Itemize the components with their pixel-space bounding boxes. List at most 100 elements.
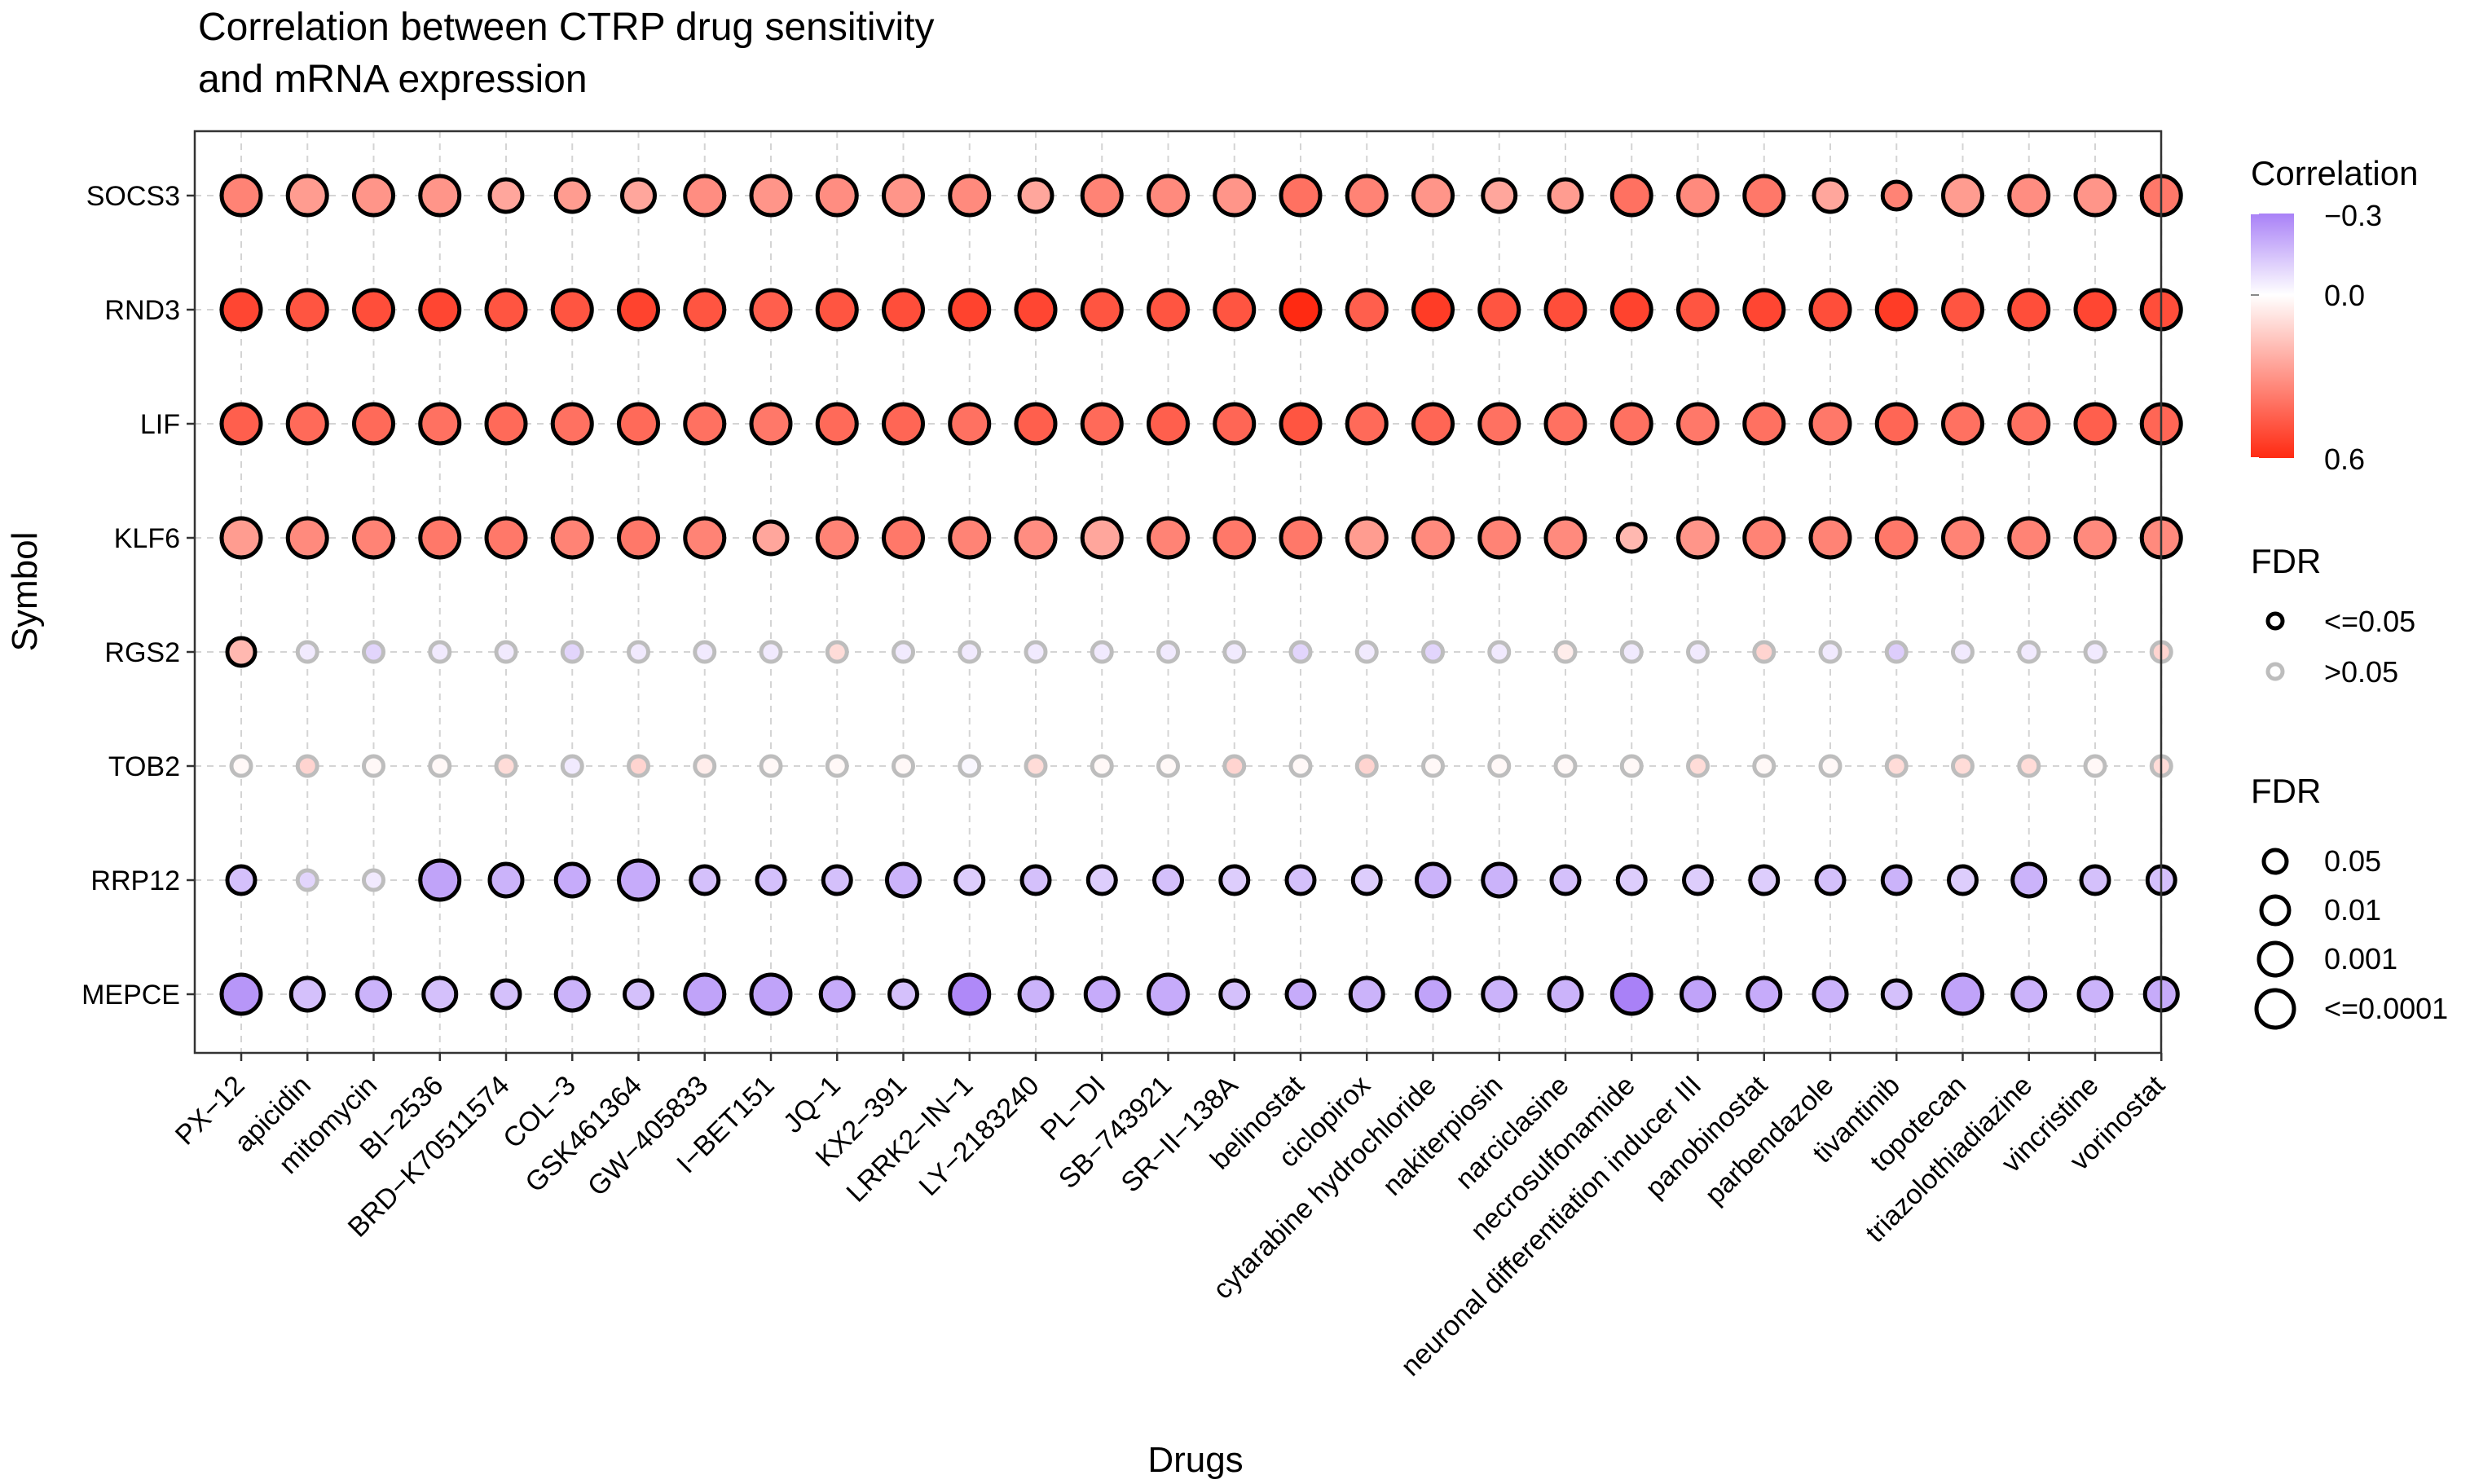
point-rrp12-jq-1 (821, 864, 853, 896)
point-rgs2-pl-di (1090, 640, 1114, 664)
point-socs3-cytarabine-hydrochloride (1411, 174, 1455, 218)
point-socs3-i-bet151 (749, 174, 793, 218)
point-mepce-px-12 (219, 972, 263, 1016)
point-mepce-neuronal-differentiation-inducer-iii (1680, 975, 1716, 1013)
point-tob2-px-12 (229, 754, 253, 778)
point-lif-mitomycin (352, 402, 395, 446)
point-socs3-ly-2183240 (1017, 177, 1054, 214)
y-tick-label-mepce: MEPCE (81, 980, 180, 1011)
plot-panel-border (193, 130, 2163, 1055)
point-rgs2-brd-k70511574 (494, 640, 518, 664)
point-rrp12-brd-k70511574 (487, 861, 525, 899)
point-rrp12-triazolothiadiazine (2010, 861, 2048, 899)
point-mepce-sb-743921 (1147, 972, 1190, 1016)
legend-size-key-1 (2261, 848, 2289, 875)
point-socs3-pl-di (1080, 174, 1124, 218)
correlation-legend: Correlation −0.3 0.0 0.6 (2251, 154, 2418, 476)
point-rrp12-bi-2536 (418, 858, 462, 902)
point-mepce-brd-k70511574 (490, 978, 522, 1011)
point-klf6-triazolothiadiazine (2007, 516, 2051, 560)
point-mepce-kx2-391 (887, 978, 919, 1011)
legend-size-key-4 (2254, 988, 2296, 1030)
point-rgs2-mitomycin (362, 640, 385, 664)
point-tob2-i-bet151 (759, 754, 783, 778)
point-rgs2-lrrk2-in-1 (958, 640, 982, 664)
point-mepce-i-bet151 (749, 972, 793, 1016)
point-lif-lrrk2-in-1 (948, 402, 992, 446)
point-mepce-apicidin (288, 975, 326, 1013)
point-klf6-px-12 (219, 516, 263, 560)
point-socs3-vincristine (2073, 174, 2117, 218)
point-mepce-pl-di (1083, 975, 1121, 1013)
point-lif-ly-2183240 (1014, 402, 1058, 446)
fdr-size-legend: FDR 0.05 0.01 0.001 <=0.0001 (2251, 772, 2448, 1030)
point-socs3-col-3 (553, 177, 591, 214)
point-mepce-col-3 (553, 975, 591, 1013)
point-rnd3-panobinostat (1742, 288, 1786, 332)
data-points (219, 174, 2183, 1016)
point-socs3-topotecan (1941, 174, 1984, 218)
point-klf6-mitomycin (352, 516, 395, 560)
point-socs3-sr-ii-138a (1213, 174, 1257, 218)
point-klf6-necrosulfonamide (1615, 522, 1648, 554)
point-klf6-pl-di (1080, 516, 1124, 560)
point-socs3-belinostat (1279, 174, 1323, 218)
point-mepce-nakiterpiosin (1481, 975, 1518, 1013)
legend-sig-label: <=0.05 (2324, 605, 2415, 638)
point-lif-kx2-391 (882, 402, 925, 446)
point-tob2-neuronal-differentiation-inducer-iii (1686, 754, 1710, 778)
point-klf6-sb-743921 (1147, 516, 1190, 560)
point-rgs2-triazolothiadiazine (2017, 640, 2041, 664)
point-rnd3-neuronal-differentiation-inducer-iii (1676, 288, 1719, 332)
point-rnd3-sb-743921 (1147, 288, 1190, 332)
point-rnd3-brd-k70511574 (484, 288, 528, 332)
point-lif-px-12 (219, 402, 263, 446)
point-rnd3-cytarabine-hydrochloride (1411, 288, 1455, 332)
point-rrp12-panobinostat (1748, 864, 1781, 896)
point-mepce-jq-1 (818, 975, 856, 1013)
point-socs3-triazolothiadiazine (2007, 174, 2051, 218)
point-mepce-tivantinib (1880, 978, 1913, 1011)
legend-nonsig-label: >0.05 (2324, 655, 2398, 689)
point-rnd3-px-12 (219, 288, 263, 332)
y-tick-label-rrp12: RRP12 (90, 865, 180, 896)
point-klf6-panobinostat (1742, 516, 1786, 560)
point-klf6-vincristine (2073, 516, 2117, 560)
point-rgs2-narciclasine (1553, 640, 1578, 664)
point-lif-jq-1 (815, 402, 859, 446)
point-rrp12-cytarabine-hydrochloride (1415, 861, 1451, 899)
point-rnd3-tivantinib (1874, 288, 1918, 332)
point-rgs2-i-bet151 (759, 640, 783, 664)
chart-title-line2: and mRNA expression (198, 58, 588, 101)
point-klf6-apicidin (285, 516, 329, 560)
point-tob2-brd-k70511574 (494, 754, 518, 778)
point-tob2-kx2-391 (892, 754, 915, 778)
point-rnd3-i-bet151 (749, 288, 793, 332)
point-rrp12-px-12 (225, 864, 258, 896)
point-mepce-gw-405833 (683, 972, 727, 1016)
point-rrp12-mitomycin (362, 868, 385, 892)
point-rgs2-sb-743921 (1156, 640, 1180, 664)
point-rgs2-kx2-391 (892, 640, 915, 664)
legend-nonsig-key (2265, 662, 2285, 681)
point-mepce-belinostat (1284, 978, 1317, 1011)
point-lif-belinostat (1279, 402, 1323, 446)
point-rnd3-jq-1 (815, 288, 859, 332)
point-klf6-ly-2183240 (1014, 516, 1058, 560)
point-lif-gw-405833 (683, 402, 727, 446)
legend-size-key-3 (2256, 940, 2294, 978)
point-tob2-bi-2536 (428, 754, 452, 778)
point-tob2-sr-ii-138a (1222, 754, 1247, 778)
point-tob2-ciclopirox (1354, 754, 1379, 778)
point-tob2-belinostat (1288, 754, 1313, 778)
chart-title: Correlation between CTRP drug sensitivit… (198, 6, 935, 49)
point-tob2-triazolothiadiazine (2017, 754, 2041, 778)
point-rgs2-topotecan (1951, 640, 1975, 664)
point-tob2-parbendazole (1818, 754, 1843, 778)
point-rgs2-ly-2183240 (1024, 640, 1048, 664)
point-rgs2-px-12 (225, 636, 258, 668)
point-klf6-narciclasine (1543, 516, 1587, 560)
point-mepce-gsk461364 (623, 978, 654, 1011)
point-mepce-sr-ii-138a (1218, 978, 1251, 1011)
point-lif-pl-di (1080, 402, 1124, 446)
